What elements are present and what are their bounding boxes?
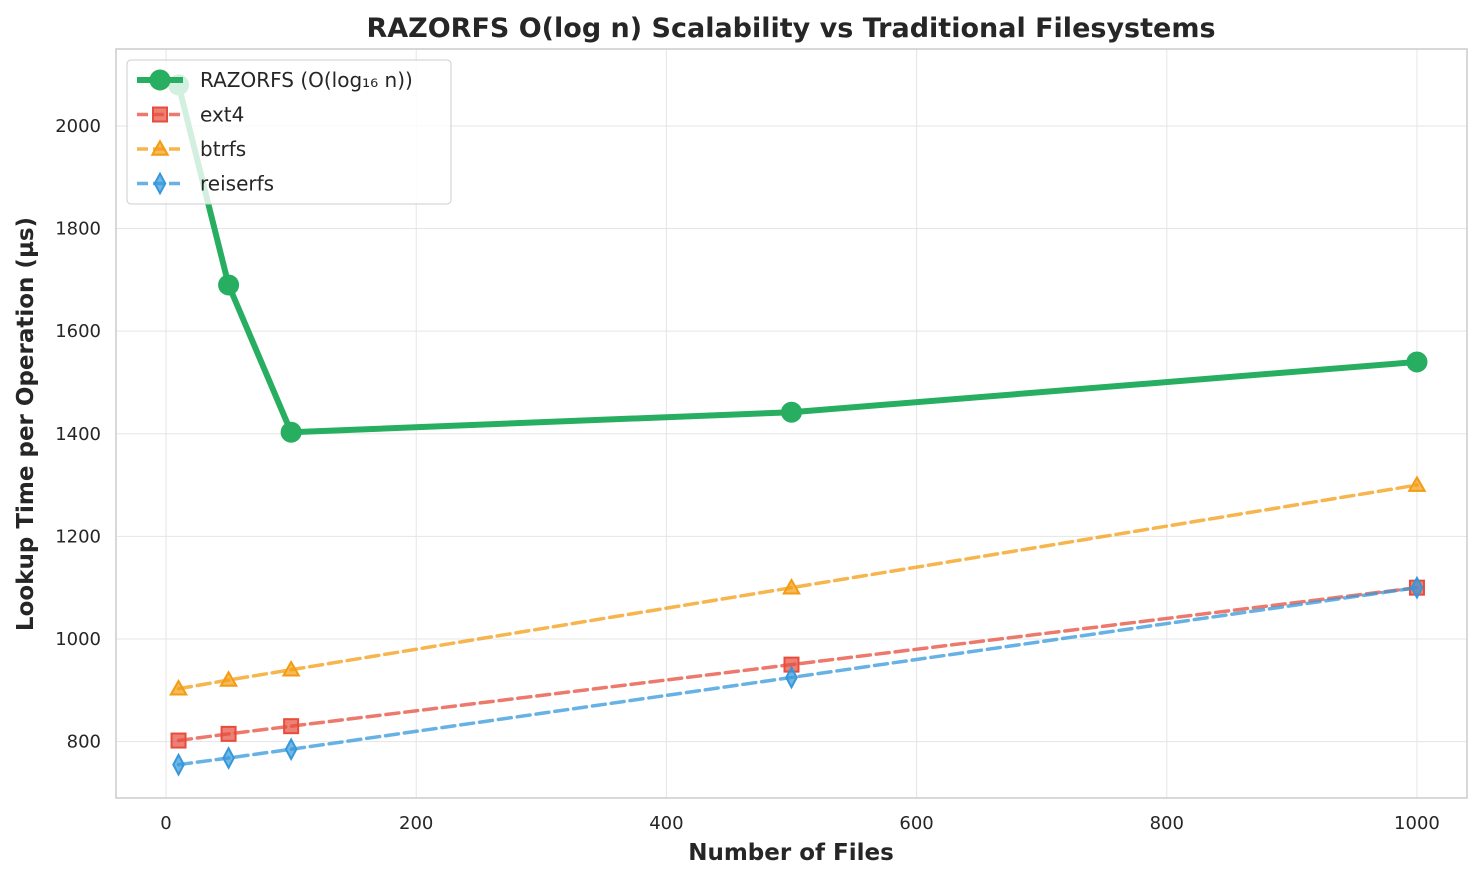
legend-item-razorfs-o-log-n: RAZORFS (O(log₁₆ n)) bbox=[137, 68, 413, 92]
x-tick-label: 800 bbox=[1150, 813, 1184, 834]
x-tick-label: 200 bbox=[399, 813, 433, 834]
data-point-reiserfs bbox=[172, 752, 185, 777]
data-point-reiserfs bbox=[284, 737, 298, 762]
data-point-btrfs bbox=[219, 670, 239, 687]
legend-label: RAZORFS (O(log₁₆ n)) bbox=[200, 68, 413, 92]
data-point-razorfs-o-log-n bbox=[218, 274, 240, 296]
data-point-btrfs bbox=[1407, 475, 1427, 492]
data-point-reiserfs bbox=[1410, 575, 1424, 600]
x-tick-label: 600 bbox=[899, 813, 933, 834]
data-point-btrfs bbox=[281, 660, 301, 677]
data-point-ext4 bbox=[170, 732, 187, 749]
y-tick-label: 1200 bbox=[55, 526, 101, 547]
x-tick-label: 1000 bbox=[1394, 813, 1440, 834]
data-point-ext4 bbox=[220, 725, 237, 742]
legend-item-btrfs: btrfs bbox=[137, 137, 246, 161]
y-tick-label: 2000 bbox=[55, 116, 101, 137]
series-btrfs bbox=[169, 475, 1427, 696]
series-ext4 bbox=[170, 579, 1425, 749]
grid bbox=[116, 49, 1467, 798]
y-tick-label: 1800 bbox=[55, 219, 101, 240]
tick-labels: 0 200 400 600 800 1000 800 1000 1200 1400 1600 1800… bbox=[55, 116, 1440, 834]
legend-label: btrfs bbox=[200, 137, 246, 161]
y-tick-label: 800 bbox=[67, 732, 101, 753]
legend-marker bbox=[153, 171, 167, 196]
x-axis-label: Number of Files bbox=[688, 840, 894, 866]
legend-item-ext4: ext4 bbox=[137, 103, 244, 127]
y-tick-label: 1600 bbox=[55, 321, 101, 342]
legend-item-reiserfs: reiserfs bbox=[137, 172, 274, 196]
y-axis-label: Lookup Time per Operation (µs) bbox=[13, 217, 39, 631]
legend-marker bbox=[150, 139, 170, 156]
data-point-razorfs-o-log-n bbox=[781, 401, 802, 423]
series-reiserfs bbox=[172, 575, 1424, 777]
legend-label: reiserfs bbox=[200, 172, 274, 196]
series-line-reiserfs bbox=[176, 585, 1419, 767]
y-tick-label: 1000 bbox=[55, 629, 101, 650]
data-point-razorfs-o-log-n bbox=[1406, 351, 1428, 373]
series-razorfs-o-log-n bbox=[168, 74, 1428, 443]
series-layer bbox=[168, 74, 1428, 777]
legend-marker bbox=[149, 69, 171, 91]
data-point-reiserfs bbox=[222, 746, 235, 770]
data-point-ext4 bbox=[283, 718, 300, 735]
data-point-razorfs-o-log-n bbox=[280, 421, 302, 443]
plot-frame bbox=[115, 48, 1468, 799]
chart-title: RAZORFS O(log n) Scalability vs Traditio… bbox=[366, 13, 1215, 44]
legend-label: ext4 bbox=[200, 103, 244, 127]
data-point-reiserfs bbox=[785, 665, 798, 690]
y-tick-label: 1400 bbox=[55, 424, 101, 445]
x-tick-label: 400 bbox=[649, 813, 683, 834]
x-tick-label: 0 bbox=[160, 813, 171, 834]
data-point-btrfs bbox=[782, 577, 801, 595]
legend: RAZORFS (O(log₁₆ n)) ext4 btrfs reiserfs bbox=[126, 59, 452, 205]
data-point-btrfs bbox=[169, 679, 188, 696]
legend-box bbox=[126, 59, 452, 205]
legend-marker bbox=[152, 106, 168, 123]
